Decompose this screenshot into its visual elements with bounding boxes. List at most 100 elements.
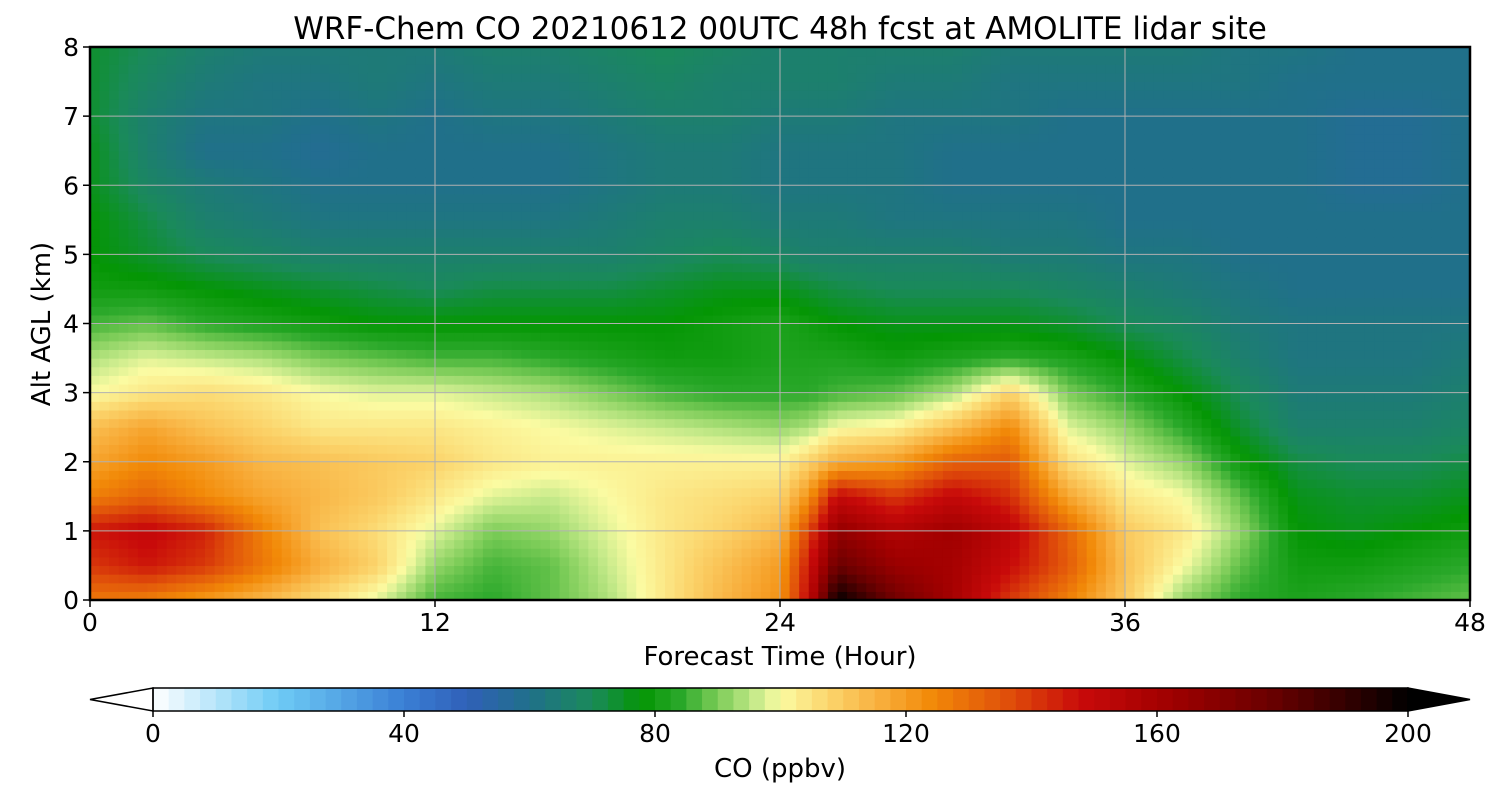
heatmap-cell xyxy=(147,539,158,549)
heatmap-cell xyxy=(252,176,264,186)
heatmap-cell xyxy=(655,124,666,135)
heatmap-cell xyxy=(511,176,522,186)
heatmap-cell xyxy=(387,211,398,221)
heatmap-cell xyxy=(569,504,580,515)
heatmap-cell xyxy=(281,470,292,480)
heatmap-cell xyxy=(262,288,273,299)
heatmap-cell xyxy=(406,314,417,325)
heatmap-cell xyxy=(320,504,331,515)
heatmap-cell xyxy=(320,193,331,204)
heatmap-cell xyxy=(482,349,494,359)
heatmap-cell xyxy=(530,358,542,368)
heatmap-cell xyxy=(205,219,216,230)
heatmap-cell xyxy=(463,211,474,221)
heatmap-cell xyxy=(329,150,340,160)
heatmap-cell xyxy=(252,280,264,290)
heatmap-cell xyxy=(128,124,139,135)
heatmap-cell xyxy=(530,211,542,221)
heatmap-cell xyxy=(578,340,589,351)
heatmap-cell xyxy=(540,124,551,135)
heatmap-cell xyxy=(780,513,791,523)
heatmap-cell xyxy=(387,401,398,411)
heatmap-cell xyxy=(588,332,599,342)
heatmap-cell xyxy=(645,435,657,446)
heatmap-cell xyxy=(425,574,436,584)
heatmap-cell xyxy=(693,591,704,600)
heatmap-cell xyxy=(243,470,254,480)
heatmap-cell xyxy=(693,72,704,83)
heatmap-cell xyxy=(339,107,350,117)
heatmap-cell xyxy=(233,383,244,394)
heatmap-cell xyxy=(463,504,474,515)
heatmap-cell xyxy=(617,383,628,394)
heatmap-cell xyxy=(799,435,810,446)
heatmap-cell xyxy=(435,263,446,273)
heatmap-cell xyxy=(166,409,177,420)
heatmap-cell xyxy=(808,47,819,57)
heatmap-cell xyxy=(569,211,580,221)
heatmap-cell xyxy=(559,444,570,454)
heatmap-cell xyxy=(291,263,302,273)
heatmap-cell xyxy=(751,185,762,195)
heatmap-cell xyxy=(674,504,685,515)
heatmap-cell xyxy=(109,513,120,523)
heatmap-cell xyxy=(789,116,800,126)
heatmap-cell xyxy=(540,556,551,567)
heatmap-cell xyxy=(645,280,657,290)
heatmap-cell xyxy=(310,574,321,584)
heatmap-cell xyxy=(511,427,522,437)
heatmap-cell xyxy=(272,219,283,230)
heatmap-cell xyxy=(684,176,695,186)
heatmap-cell xyxy=(521,401,532,411)
heatmap-cell xyxy=(109,504,120,515)
heatmap-cell xyxy=(425,358,436,368)
heatmap-cell xyxy=(396,167,407,178)
heatmap-cell xyxy=(818,375,829,385)
heatmap-cell xyxy=(339,133,350,143)
heatmap-cell xyxy=(482,202,494,212)
heatmap-cell xyxy=(588,539,599,549)
heatmap-cell xyxy=(645,150,657,160)
heatmap-cell xyxy=(799,513,810,523)
heatmap-cell xyxy=(406,496,417,506)
heatmap-cell xyxy=(262,530,273,541)
heatmap-cell xyxy=(377,435,388,446)
heatmap-cell xyxy=(645,522,657,532)
heatmap-cell xyxy=(320,548,331,558)
heatmap-cell xyxy=(502,565,513,575)
heatmap-cell xyxy=(521,116,532,126)
heatmap-cell xyxy=(358,228,369,238)
heatmap-cell xyxy=(147,271,158,281)
heatmap-cell xyxy=(751,444,762,454)
heatmap-cell xyxy=(463,522,474,532)
heatmap-cell xyxy=(358,487,369,497)
heatmap-cell xyxy=(492,479,503,489)
heatmap-cell xyxy=(176,107,187,117)
heatmap-cell xyxy=(348,288,359,299)
heatmap-cell xyxy=(463,401,474,411)
heatmap-cell xyxy=(540,288,551,299)
heatmap-cell xyxy=(502,418,513,428)
heatmap-cell xyxy=(252,358,264,368)
heatmap-cell xyxy=(473,271,484,281)
heatmap-cell xyxy=(789,280,800,290)
heatmap-cell xyxy=(827,427,839,437)
heatmap-cell xyxy=(281,409,292,420)
heatmap-cell xyxy=(243,539,254,549)
heatmap-cell xyxy=(339,228,350,238)
heatmap-cell xyxy=(358,375,369,385)
heatmap-cell xyxy=(818,470,829,480)
heatmap-cell xyxy=(645,383,657,394)
heatmap-cell xyxy=(521,254,532,264)
heatmap-cell xyxy=(482,193,494,204)
heatmap-cell xyxy=(521,444,532,454)
heatmap-cell xyxy=(502,479,513,489)
heatmap-cell xyxy=(425,444,436,454)
heatmap-cell xyxy=(626,107,637,117)
heatmap-cell xyxy=(645,297,657,307)
heatmap-cell xyxy=(339,237,350,247)
heatmap-cell xyxy=(396,358,407,368)
heatmap-cell xyxy=(454,280,465,290)
heatmap-cell xyxy=(818,55,829,65)
heatmap-cell xyxy=(521,574,532,584)
